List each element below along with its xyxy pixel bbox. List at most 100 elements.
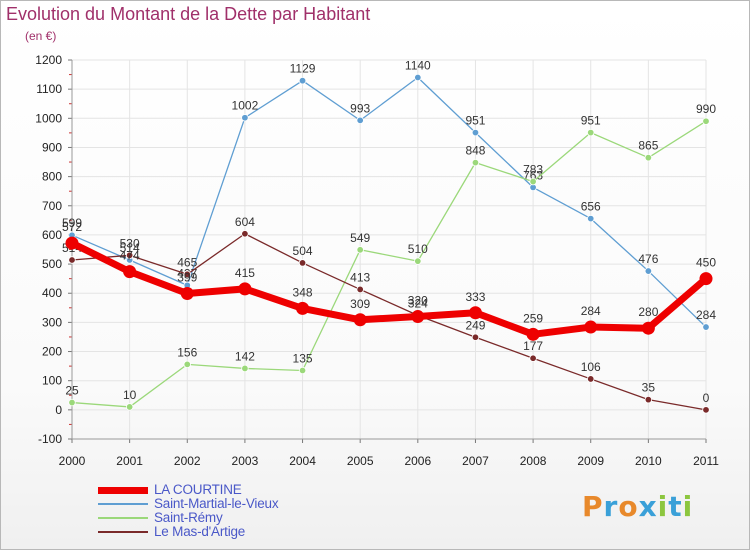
data-label: 280 — [638, 305, 658, 319]
data-point — [471, 333, 480, 341]
data-label: 399 — [177, 271, 197, 285]
legend-swatch — [98, 486, 148, 494]
data-point — [298, 366, 307, 375]
x-tick-label: 2010 — [635, 454, 662, 468]
y-tick-label: 800 — [42, 170, 62, 184]
data-label: 25 — [65, 384, 79, 398]
data-label: 415 — [235, 266, 255, 280]
x-tick-label: 2001 — [116, 454, 143, 468]
data-label: 1129 — [290, 62, 316, 76]
data-point — [298, 76, 307, 85]
data-point — [471, 158, 480, 167]
legend-label: Le Mas-d'Artige — [154, 524, 246, 539]
data-point — [123, 265, 137, 279]
x-tick-label: 2009 — [577, 454, 604, 468]
y-tick-label: 100 — [42, 374, 62, 388]
data-point — [702, 117, 710, 125]
y-tick-label: 1200 — [35, 53, 62, 67]
legend-swatch — [98, 531, 148, 533]
y-tick-label: 300 — [42, 315, 62, 329]
data-label: 599 — [62, 216, 82, 230]
data-label: 783 — [523, 163, 543, 177]
data-point — [183, 360, 191, 369]
data-point — [356, 246, 364, 254]
data-label: 504 — [293, 244, 313, 258]
data-point — [65, 236, 79, 250]
data-label: 0 — [703, 391, 710, 405]
y-tick-label: 1000 — [35, 111, 62, 125]
data-point — [471, 128, 480, 137]
data-point — [353, 313, 367, 327]
data-point — [180, 287, 194, 301]
data-point — [356, 116, 364, 125]
data-point — [529, 177, 537, 186]
data-label: 951 — [465, 114, 485, 128]
data-point — [125, 403, 134, 411]
series-line — [71, 233, 707, 411]
data-label: 309 — [350, 297, 370, 311]
data-point — [587, 375, 595, 383]
data-label: 848 — [465, 144, 485, 158]
data-point — [644, 395, 653, 404]
x-tick-label: 2008 — [520, 454, 547, 468]
y-tick-label: 0 — [55, 403, 62, 417]
y-tick-label: 600 — [42, 228, 62, 242]
data-point — [298, 259, 307, 267]
data-label: 990 — [696, 102, 716, 116]
data-point — [68, 256, 76, 264]
data-point — [702, 406, 710, 414]
data-point — [241, 230, 249, 238]
data-label: 514 — [120, 241, 140, 255]
data-point — [238, 282, 252, 296]
data-point — [641, 321, 655, 335]
x-tick-label: 2006 — [404, 454, 431, 468]
data-point — [125, 251, 134, 260]
data-label: 10 — [123, 388, 137, 402]
data-point — [584, 320, 598, 334]
data-label: 333 — [465, 290, 485, 304]
data-point — [296, 301, 310, 315]
data-label: 348 — [293, 285, 313, 299]
x-tick-label: 2000 — [59, 454, 86, 468]
data-label: 284 — [696, 308, 716, 322]
data-point — [468, 306, 482, 320]
data-label: 465 — [177, 255, 197, 269]
data-label: 1140 — [405, 58, 431, 72]
y-tick-label: 700 — [42, 199, 62, 213]
y-tick-label: 200 — [42, 345, 62, 359]
data-point — [241, 114, 249, 122]
y-tick-label: 900 — [42, 140, 62, 154]
data-label: 951 — [581, 114, 601, 128]
data-point — [702, 323, 710, 331]
data-label: 324 — [408, 296, 428, 310]
data-point — [68, 398, 76, 407]
legend-label: Saint-Rémy — [154, 510, 223, 525]
data-label: 284 — [581, 304, 601, 318]
data-point — [414, 257, 422, 265]
data-label: 604 — [235, 215, 255, 229]
legend-label: LA COURTINE — [154, 482, 242, 497]
data-label: 572 — [62, 220, 82, 234]
x-tick-label: 2005 — [347, 454, 374, 468]
data-point — [699, 272, 713, 286]
unit-label: (en €) — [25, 29, 57, 43]
y-tick-label: -100 — [38, 432, 62, 446]
data-label: 450 — [696, 256, 716, 270]
series-line — [71, 120, 707, 408]
y-tick-label: 1100 — [36, 82, 62, 96]
data-point — [241, 364, 249, 373]
data-label: 510 — [408, 242, 428, 256]
data-label: 320 — [408, 294, 428, 308]
y-tick-label: 400 — [42, 286, 62, 300]
data-label: 656 — [581, 200, 601, 214]
legend-swatch — [98, 503, 148, 505]
y-tick-label: 500 — [42, 257, 62, 271]
data-label: 249 — [465, 318, 485, 332]
data-point — [411, 310, 425, 324]
data-label: 549 — [350, 231, 370, 245]
data-label: 142 — [235, 349, 255, 363]
chart-title: Evolution du Montant de la Dette par Hab… — [6, 4, 371, 24]
series-line — [68, 239, 710, 338]
data-point — [526, 327, 540, 341]
data-point — [414, 73, 422, 82]
